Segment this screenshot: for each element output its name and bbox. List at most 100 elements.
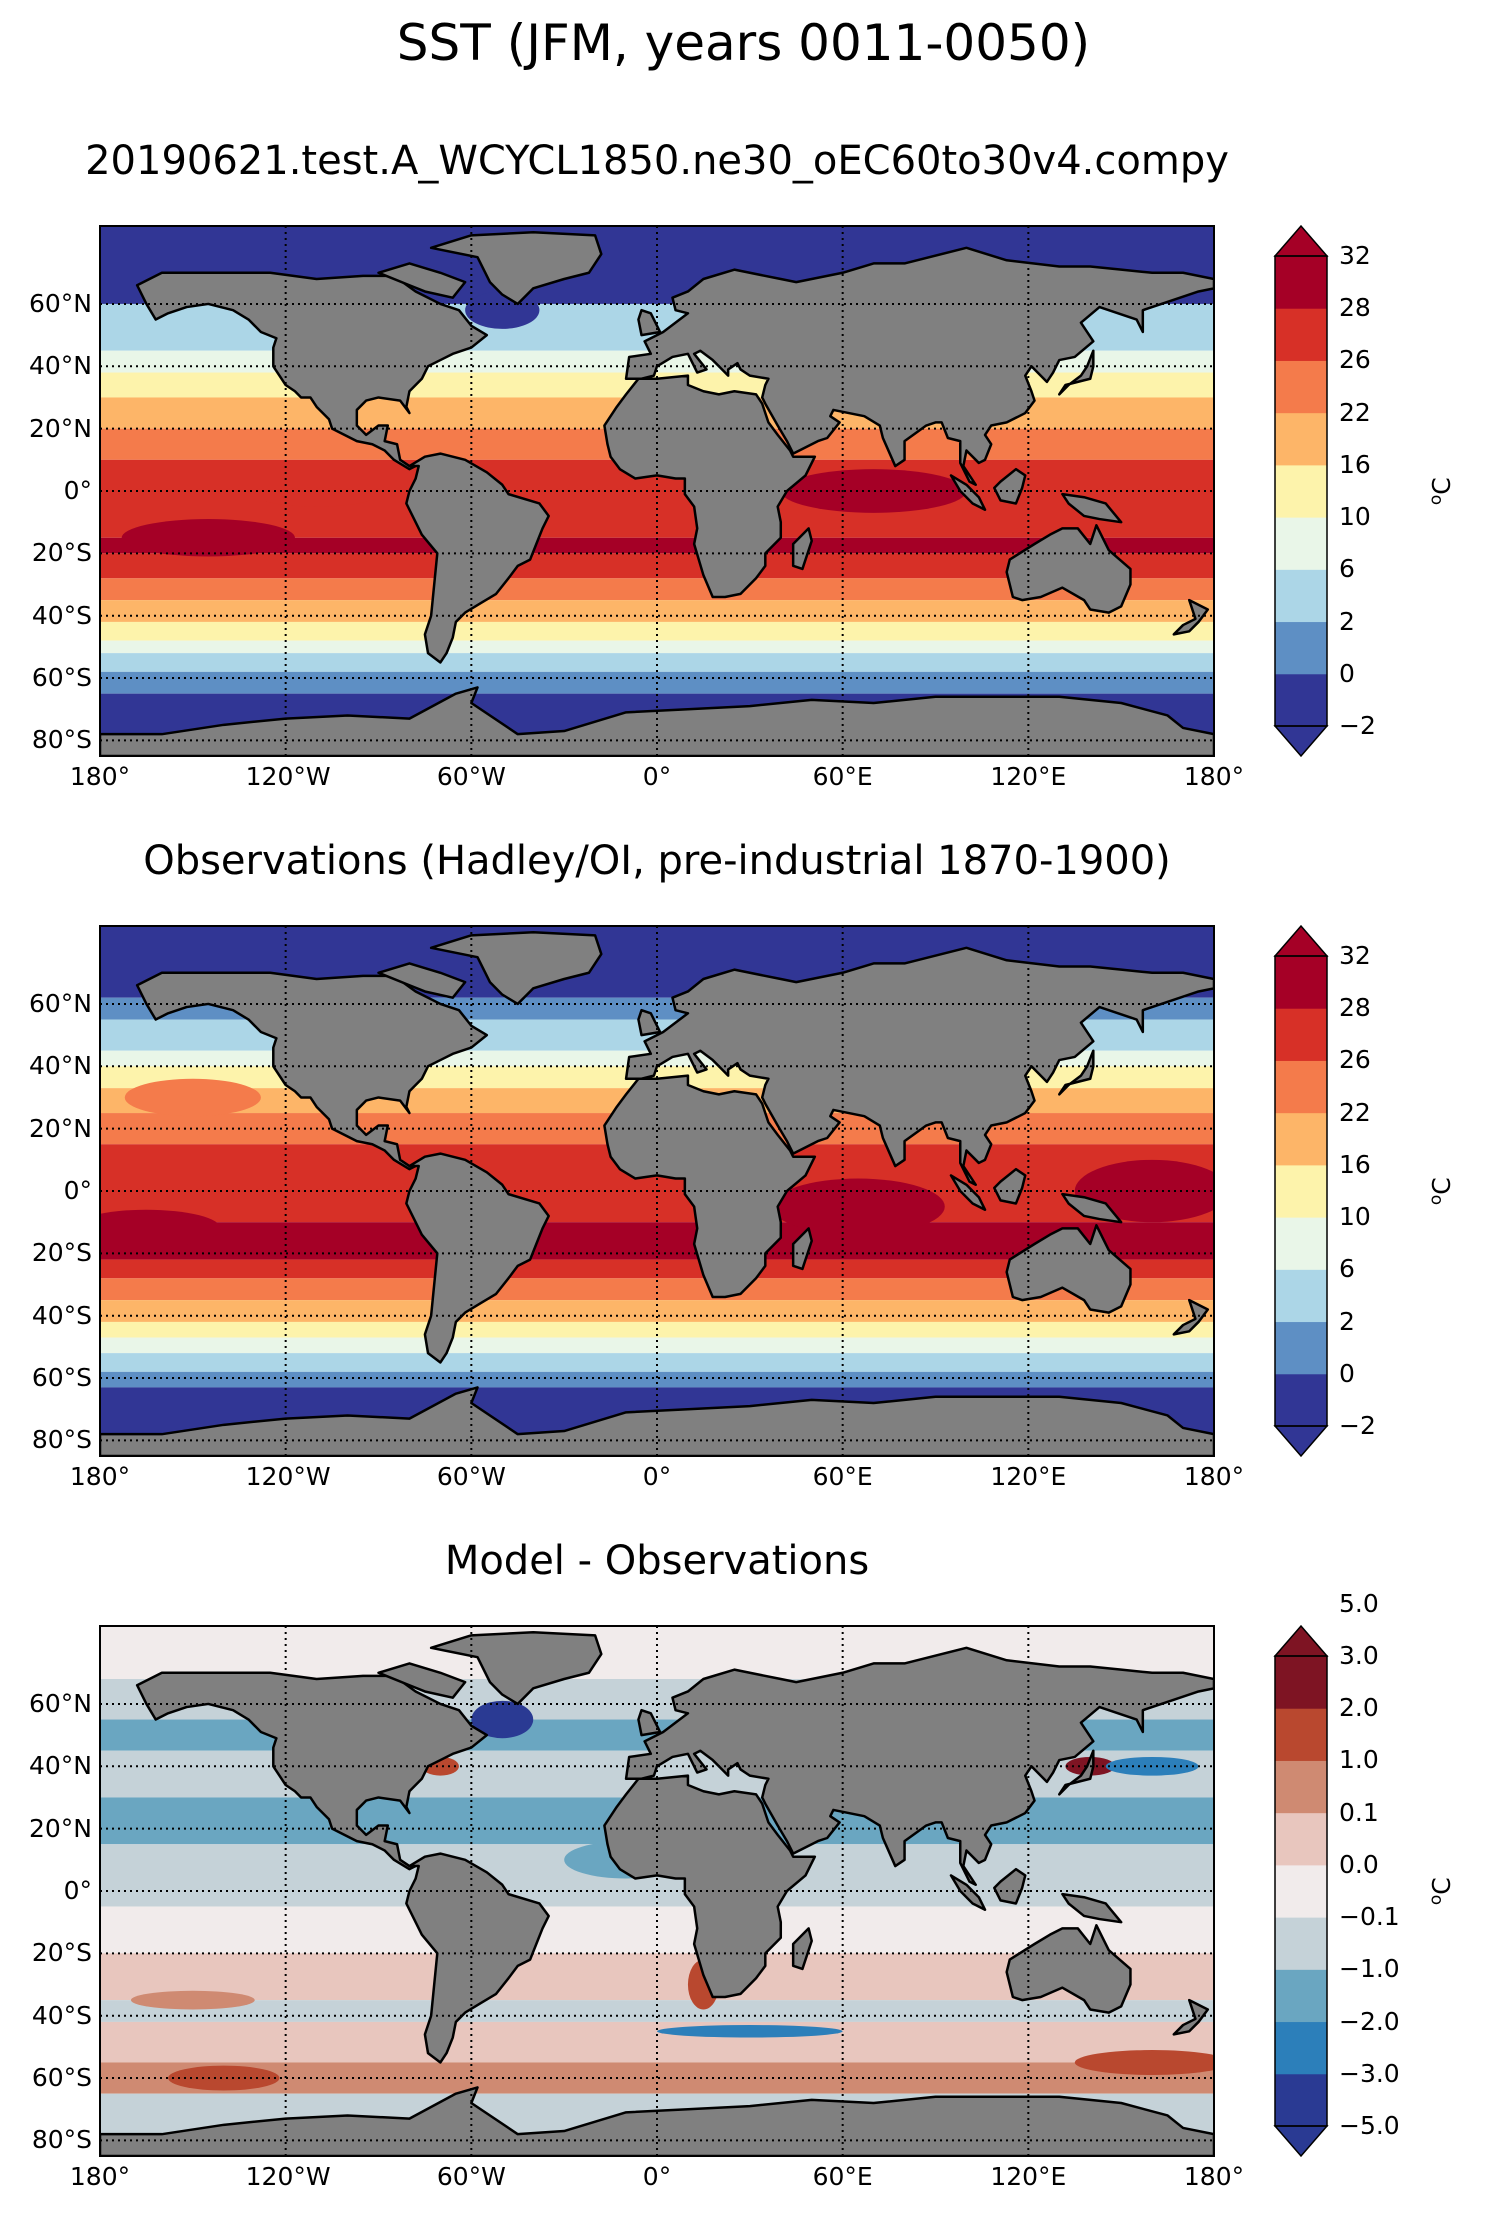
x-tick-label: 0° [642, 762, 672, 791]
land-greenland [429, 930, 603, 1006]
x-tick-label: 60°W [436, 762, 506, 791]
colorbar-tick-label: 1.0 [1339, 1745, 1379, 1775]
land-uk [637, 1008, 662, 1037]
land-new-guinea [1061, 492, 1123, 524]
labrador-bias-blob [471, 1700, 534, 1739]
panel-title-diff: Model - Observations [444, 1538, 870, 1584]
kuroshio-bias-blob [1065, 1756, 1115, 1776]
colorbar-segment [1275, 256, 1327, 309]
land-baffin-island [377, 1662, 467, 1699]
y-tick-label: 0° [63, 476, 92, 505]
sst-band-10 [100, 2062, 1214, 2094]
x-tick-label: 60°W [436, 1462, 506, 1491]
land-new-zealand [1172, 1998, 1210, 2036]
y-tick-label: 20°N [28, 413, 92, 443]
land-baffin-island [377, 262, 467, 299]
x-tick-label: 180° [1183, 1462, 1245, 1491]
land-africa [603, 1074, 817, 1299]
sst-band-2 [100, 350, 1214, 373]
colorbar-segment [1275, 1269, 1327, 1323]
colorbar-frame [1274, 255, 1328, 727]
x-tick-label: 180° [1183, 762, 1245, 791]
sst-band-16 [100, 1387, 1214, 1456]
sst-band-0 [100, 226, 1214, 304]
colorbar-segment [1275, 517, 1327, 570]
x-tick-label: 60°E [812, 1462, 873, 1491]
land-borneo [993, 1167, 1027, 1205]
colorbar-segment [1275, 1969, 1327, 2023]
colorbar-tick-label: −5.0 [1339, 2111, 1400, 2140]
colorbar-extend-min [1273, 1425, 1329, 1458]
colorbar-segment [1275, 1373, 1327, 1427]
colorbar-segment [1275, 1217, 1327, 1270]
indian-ocean-warm-blob [780, 469, 967, 513]
land-antarctica [100, 2086, 1214, 2156]
colorbar-segment [1275, 673, 1327, 727]
colorbar-tick-label: 22 [1339, 397, 1371, 427]
land-north-america [135, 971, 489, 1171]
colorbar-unit-label: oC [1425, 1177, 1457, 1206]
map-frame [99, 1625, 1215, 2157]
panel-title-obs: Observations (Hadley/OI, pre-industrial … [143, 838, 1171, 884]
sst-band-7 [100, 1144, 1214, 1223]
colorbar-segment [1275, 1656, 1327, 1709]
sst-band-3 [100, 1050, 1214, 1067]
sst-band-6 [100, 1113, 1214, 1145]
colorbar-extend-min [1273, 725, 1329, 758]
colorbar-segment [1275, 1164, 1327, 1218]
colorbar-segment [1275, 308, 1327, 361]
colorbar-unit-label: oC [1425, 1877, 1457, 1906]
y-tick-label: 40°S [31, 1300, 92, 1330]
north-pacific-cold-bias-blob [1105, 1756, 1199, 1776]
y-tick-label: 60°S [31, 1363, 92, 1393]
colorbar-tick-label: −2.0 [1339, 2006, 1400, 2036]
land-australia [1005, 1224, 1132, 1314]
sst-band-9 [100, 578, 1214, 601]
colorbar-tick-label: 3.0 [1339, 1641, 1379, 1670]
sst-band-2 [100, 1019, 1214, 1051]
colorbar-tick-label: 0 [1339, 658, 1355, 688]
sst-band-4 [100, 1066, 1214, 1089]
colorbar-tick-label: 6 [1339, 1254, 1355, 1284]
land-uk [637, 1708, 662, 1737]
colorbar-segment [1275, 360, 1327, 414]
colorbar-tick-label: −2 [1339, 711, 1376, 740]
sst-band-4 [100, 1797, 1214, 1845]
y-tick-label: 60°N [28, 288, 92, 318]
sst-band-13 [100, 653, 1214, 672]
x-tick-label: 120°E [990, 2162, 1067, 2191]
land-south-america [405, 1152, 550, 1364]
land-antarctica [100, 686, 1214, 756]
colorbar-segment [1275, 569, 1327, 623]
land-borneo [993, 1867, 1027, 1905]
labrador-cold-blob [465, 291, 540, 329]
colorbar-segment [1275, 2021, 1327, 2075]
land-new-zealand [1172, 598, 1210, 636]
y-tick-label: 80°S [31, 2125, 92, 2155]
y-tick-label: 40°S [31, 600, 92, 630]
land-north-america [135, 1671, 489, 1871]
sst-band-3 [100, 372, 1214, 398]
figure-title: SST (JFM, years 0011-0050) [396, 14, 1091, 72]
colorbar-tick-label: −2 [1339, 1411, 1376, 1440]
sst-band-7 [100, 1953, 1214, 2001]
sst-band-3 [100, 1750, 1214, 1798]
colorbar-tick-label: 32 [1339, 941, 1371, 970]
sst-band-2 [100, 1719, 1214, 1751]
y-tick-label: 40°S [31, 2000, 92, 2030]
map-frame [99, 925, 1215, 1457]
sst-band-13 [100, 1337, 1214, 1354]
y-tick-label: 80°S [31, 725, 92, 755]
land-madagascar [791, 1927, 813, 1971]
west-pacific-warm-blob [1074, 1159, 1214, 1223]
sst-band-10 [100, 600, 1214, 622]
colorbar-tick-label: 5.0 [1339, 1588, 1379, 1618]
land-australia [1005, 524, 1132, 614]
sst-band-5 [100, 1844, 1214, 1907]
sst-band-7 [100, 537, 1214, 554]
colorbar-extend-max [1273, 224, 1329, 257]
colorbar-tick-label: 2.0 [1339, 1693, 1379, 1723]
sst-band-1 [100, 997, 1214, 1020]
sst-band-11 [100, 1300, 1214, 1322]
